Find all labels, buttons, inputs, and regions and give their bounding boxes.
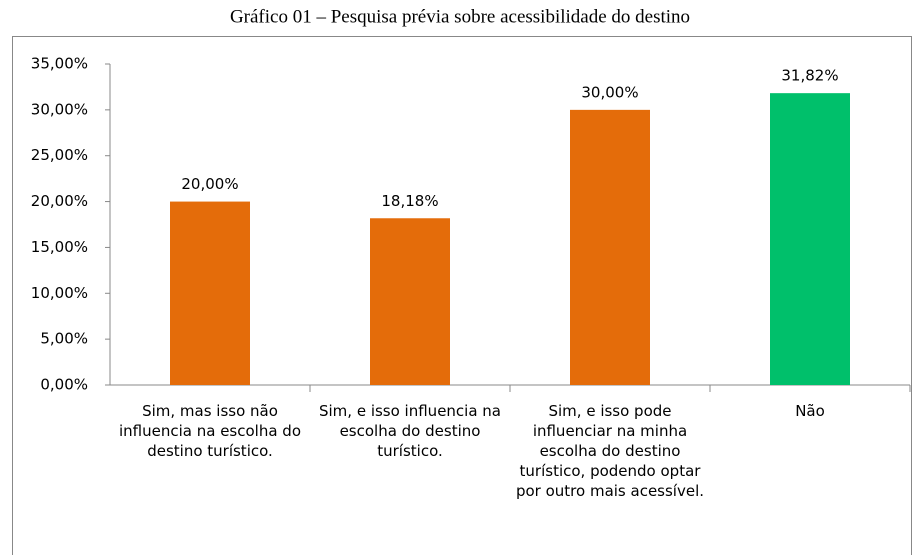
data-label: 31,82% — [781, 67, 838, 85]
y-tick-label: 20,00% — [31, 192, 88, 210]
x-tick-label: Sim, mas isso não influencia na escolha … — [118, 402, 301, 460]
chart-border — [12, 36, 912, 555]
bar — [370, 218, 450, 385]
y-tick-label: 5,00% — [40, 330, 88, 348]
y-tick-label: 15,00% — [31, 238, 88, 256]
y-tick-label: 35,00% — [31, 55, 88, 73]
x-tick-label: Sim, e isso influencia na escolha do des… — [318, 402, 501, 460]
bar — [170, 201, 250, 385]
x-tick-label: Não — [795, 402, 825, 420]
chart-title: Gráfico 01 – Pesquisa prévia sobre acess… — [230, 6, 690, 27]
data-label: 20,00% — [181, 175, 238, 193]
y-tick-label: 10,00% — [31, 284, 88, 302]
bar — [570, 109, 650, 385]
data-label: 30,00% — [581, 83, 638, 101]
data-label: 18,18% — [381, 192, 438, 210]
y-tick-label: 0,00% — [40, 376, 88, 394]
y-tick-label: 25,00% — [31, 146, 88, 164]
bar — [770, 93, 850, 385]
y-tick-label: 30,00% — [31, 100, 88, 118]
x-tick-label: Sim, e isso pode influenciar na minha es… — [515, 402, 705, 500]
